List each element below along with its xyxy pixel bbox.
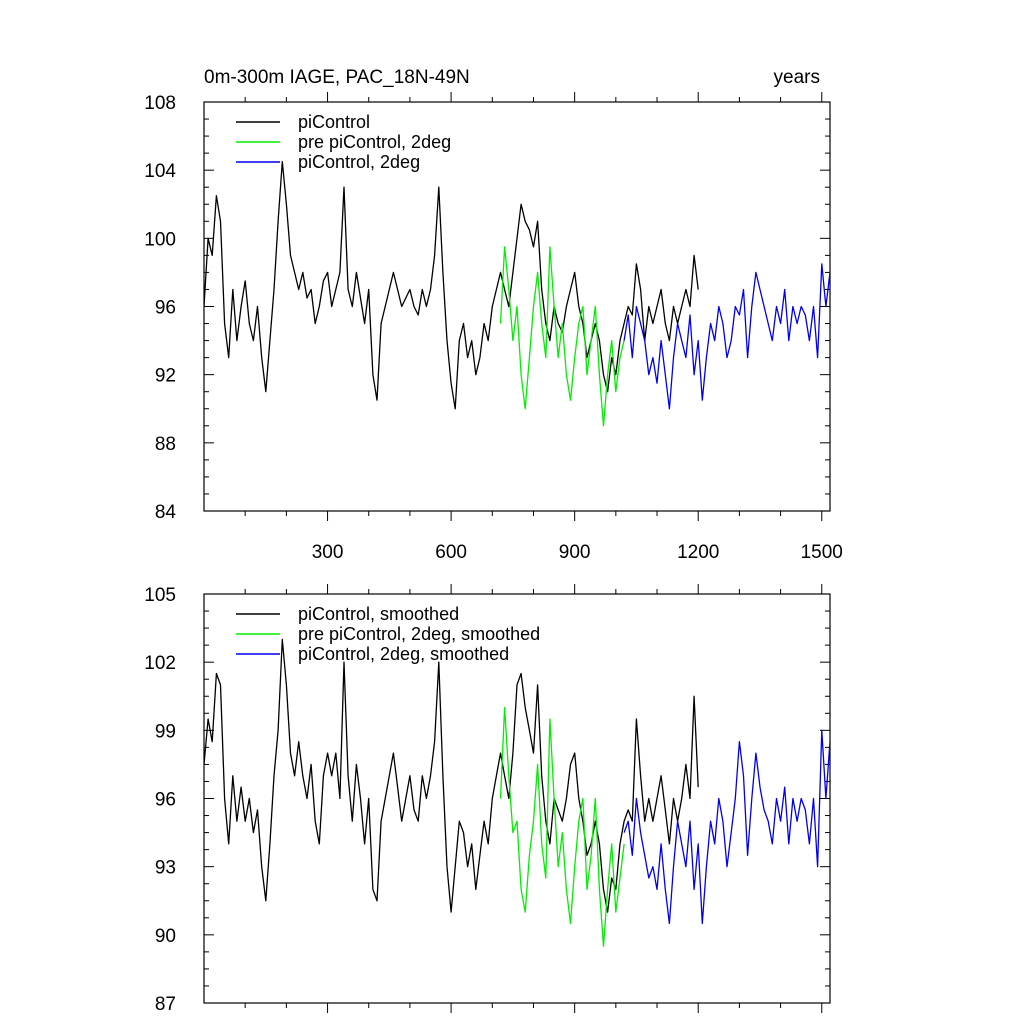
bottom-ytick-label: 105 [144,585,176,606]
top-xtick-label: 600 [435,542,467,563]
top-legend-label: piControl [298,112,370,132]
top-ytick-label: 104 [144,161,176,182]
bottom-ytick-label: 99 [155,721,176,742]
bottom-series-line-1 [204,638,699,913]
top-ytick-label: 108 [144,93,176,114]
top-ytick-label: 84 [155,502,177,523]
top-series-line-2 [499,246,625,427]
top-ytick-label: 96 [155,298,176,319]
top-ytick-label: 92 [155,366,176,387]
top-xtick-label: 900 [559,542,591,563]
top-xtick-label: 300 [312,542,344,563]
top-legend-label: pre piControl, 2deg [298,132,451,152]
bottom-legend-label: piControl, 2deg, smoothed [298,644,509,664]
bottom-legend-label: piControl, smoothed [298,604,459,624]
chart-title: 0m-300m IAGE, PAC_18N-49N [204,67,470,88]
top-ytick-label: 100 [144,229,176,250]
bottom-series-line-3 [623,729,830,925]
top-series-line-3 [623,263,830,410]
bottom-ytick-label: 90 [155,926,176,947]
bottom-legend-label: pre piControl, 2deg, smoothed [298,624,540,644]
top-xtick-label: 1500 [801,542,843,563]
bottom-ytick-label: 87 [155,994,176,1015]
bottom-series-line-2 [499,706,625,947]
top-panel: 84 88 92 96 100 104 108 300 600 900 1200 1500 piCont… [144,92,843,563]
bottom-ytick-label: 93 [155,858,176,879]
units-label: years [774,67,820,88]
top-legend-label: piControl, 2deg [298,152,420,172]
top-ytick-label: 88 [155,434,176,455]
top-xtick-label: 1200 [677,542,719,563]
bottom-ytick-label: 102 [144,653,176,674]
bottom-ytick-label: 96 [155,790,176,811]
top-series-line-1 [204,160,699,410]
